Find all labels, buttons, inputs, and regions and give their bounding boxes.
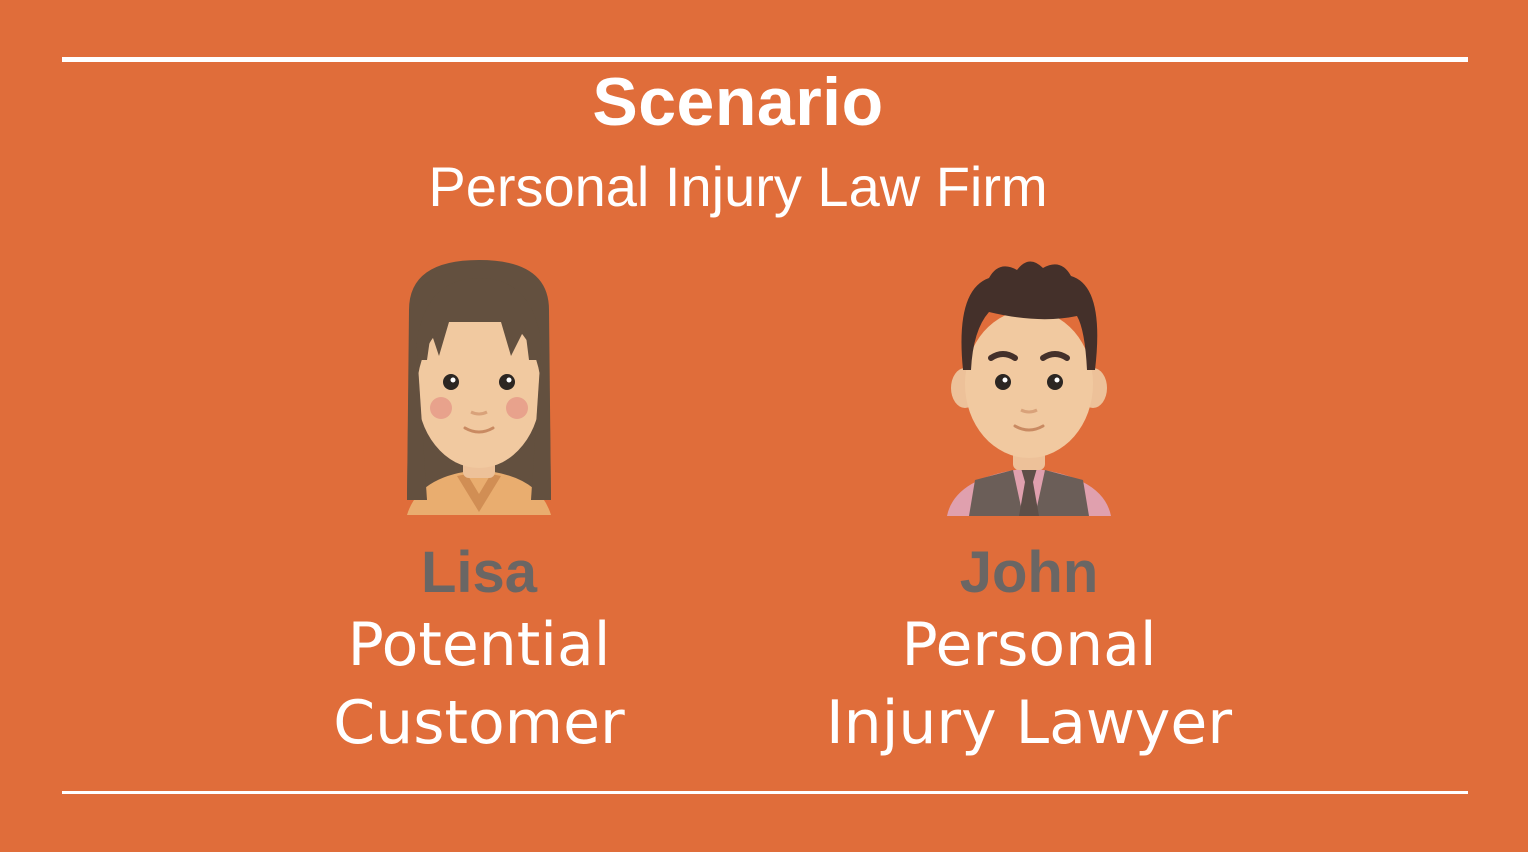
persona-john: John Personal Injury Lawyer [809, 250, 1249, 762]
bottom-divider [62, 791, 1468, 794]
persona-lisa: Lisa Potential Customer [259, 250, 699, 762]
persona-role-line2-lisa: Customer [333, 688, 625, 758]
slide-subtitle: Personal Injury Law Firm [428, 155, 1048, 218]
top-divider [62, 57, 1468, 62]
man-avatar-icon [947, 261, 1111, 516]
persona-name-lisa: Lisa [420, 540, 538, 605]
persona-role-line1-john: Personal [901, 610, 1157, 680]
woman-avatar-icon [407, 260, 551, 515]
persona-role-line2-john: Injury Lawyer [825, 688, 1233, 758]
slide-title: Scenario [592, 64, 884, 140]
persona-role-line1-lisa: Potential [347, 610, 611, 680]
persona-name-john: John [959, 540, 1099, 605]
